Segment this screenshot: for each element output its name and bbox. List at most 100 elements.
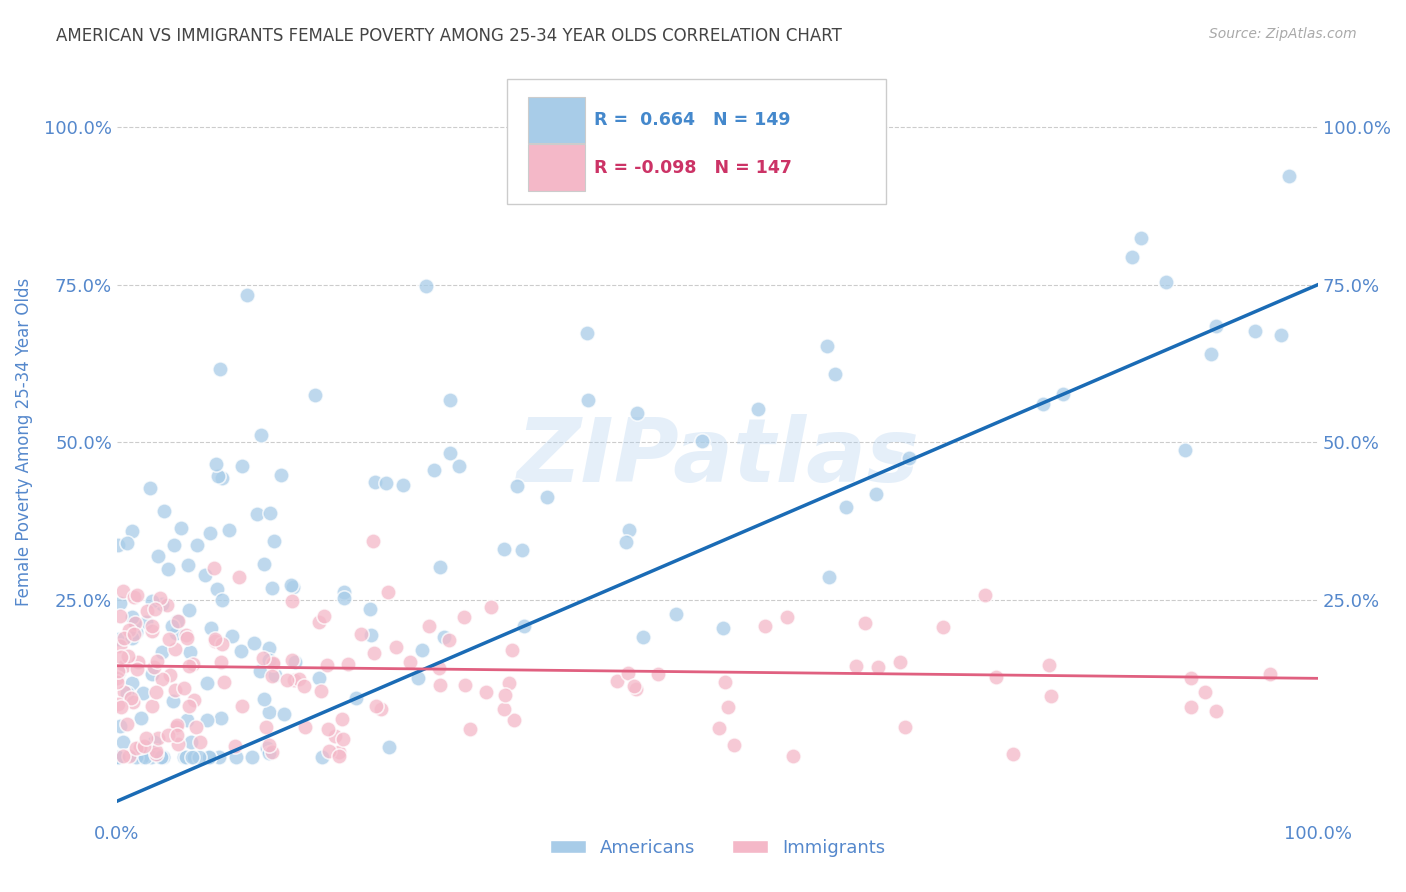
Point	[429, 560, 451, 574]
Point	[311, 750, 333, 764]
Point	[198, 526, 221, 541]
Point	[180, 750, 202, 764]
Point	[280, 594, 302, 608]
Point	[110, 596, 132, 610]
Point	[200, 621, 222, 635]
Point	[112, 685, 135, 699]
Point	[494, 688, 516, 702]
Point	[606, 674, 628, 689]
Point	[139, 481, 162, 495]
Point	[818, 570, 841, 584]
Point	[173, 681, 195, 696]
Point	[1032, 397, 1054, 411]
Point	[122, 695, 145, 709]
Point	[1180, 699, 1202, 714]
Point	[336, 657, 359, 671]
Point	[163, 538, 186, 552]
Point	[198, 750, 221, 764]
Point	[142, 660, 165, 674]
Point	[236, 287, 259, 301]
Point	[1038, 657, 1060, 672]
Point	[188, 735, 211, 749]
Point	[183, 750, 205, 764]
Point	[262, 657, 284, 671]
Point	[280, 577, 302, 591]
Point	[263, 534, 285, 549]
Point	[364, 475, 387, 489]
Point	[212, 674, 235, 689]
Point	[316, 657, 339, 672]
Point	[176, 714, 198, 728]
Point	[166, 718, 188, 732]
Point	[453, 678, 475, 692]
Point	[125, 741, 148, 756]
Point	[513, 618, 536, 632]
Point	[122, 591, 145, 605]
Point	[262, 657, 284, 672]
Point	[835, 500, 858, 515]
Point	[623, 679, 645, 693]
Point	[146, 549, 169, 563]
Point	[377, 585, 399, 599]
Point	[121, 631, 143, 645]
Point	[363, 646, 385, 660]
Point	[257, 641, 280, 656]
Point	[304, 388, 326, 402]
Point	[308, 671, 330, 685]
Point	[135, 731, 157, 746]
Point	[249, 428, 271, 442]
Point	[117, 685, 139, 699]
Point	[256, 741, 278, 756]
FancyBboxPatch shape	[527, 145, 585, 191]
Point	[690, 434, 713, 449]
Point	[316, 722, 339, 736]
Point	[211, 471, 233, 485]
Point	[853, 616, 876, 631]
Point	[111, 735, 134, 749]
Point	[406, 671, 429, 685]
Point	[177, 558, 200, 573]
Point	[152, 504, 174, 518]
Point	[249, 664, 271, 678]
Point	[252, 651, 274, 665]
Text: Source: ZipAtlas.com: Source: ZipAtlas.com	[1209, 27, 1357, 41]
FancyBboxPatch shape	[508, 79, 886, 204]
Point	[165, 720, 187, 734]
Point	[117, 649, 139, 664]
Point	[107, 750, 129, 764]
Point	[218, 524, 240, 538]
Point	[433, 631, 456, 645]
Point	[257, 705, 280, 719]
Point	[162, 694, 184, 708]
Point	[475, 684, 498, 698]
Point	[179, 698, 201, 713]
Point	[156, 561, 179, 575]
Point	[105, 671, 128, 685]
Point	[246, 507, 269, 521]
Point	[374, 475, 396, 490]
Point	[134, 739, 156, 753]
Point	[107, 538, 129, 552]
Point	[125, 662, 148, 676]
Point	[124, 616, 146, 631]
Point	[165, 625, 187, 640]
Point	[107, 750, 129, 764]
Point	[501, 643, 523, 657]
Point	[159, 632, 181, 646]
Point	[170, 521, 193, 535]
Point	[115, 536, 138, 550]
Point	[984, 670, 1007, 684]
Point	[186, 538, 208, 552]
Point	[626, 406, 648, 420]
Point	[141, 624, 163, 638]
Point	[108, 639, 131, 653]
Point	[111, 748, 134, 763]
Point	[112, 584, 135, 599]
Point	[145, 685, 167, 699]
Point	[378, 739, 401, 754]
Point	[149, 750, 172, 764]
Point	[156, 598, 179, 612]
Text: R = -0.098   N = 147: R = -0.098 N = 147	[593, 159, 792, 177]
Point	[889, 655, 911, 669]
Point	[385, 640, 408, 654]
